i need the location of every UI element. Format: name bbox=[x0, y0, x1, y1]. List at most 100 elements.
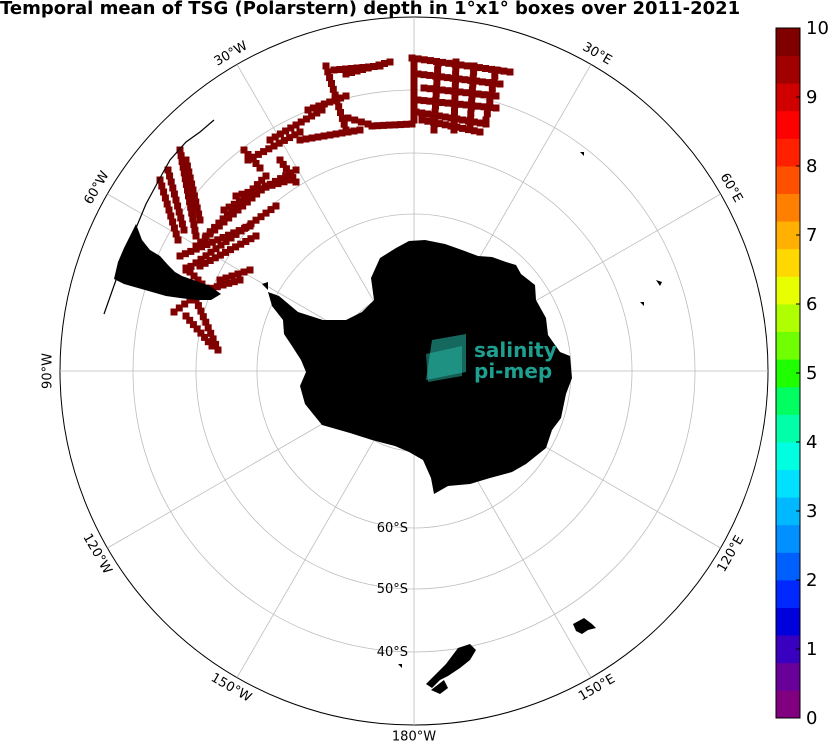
data-box bbox=[197, 307, 205, 315]
data-box bbox=[225, 203, 233, 211]
data-box bbox=[329, 85, 337, 93]
data-box bbox=[397, 121, 405, 129]
data-box bbox=[161, 194, 169, 202]
data-box bbox=[432, 90, 440, 98]
data-box bbox=[410, 75, 418, 83]
data-box bbox=[177, 214, 185, 222]
data-box bbox=[192, 232, 200, 240]
longitude-label: 180°W bbox=[392, 730, 436, 743]
data-box bbox=[186, 268, 194, 276]
data-box bbox=[186, 316, 194, 324]
data-box bbox=[266, 136, 274, 144]
colorbar-step bbox=[776, 469, 800, 498]
data-box bbox=[172, 196, 180, 204]
data-box bbox=[435, 112, 443, 120]
data-box bbox=[426, 97, 434, 105]
data-box bbox=[227, 246, 234, 254]
data-box bbox=[206, 257, 214, 264]
colorbar-step bbox=[776, 304, 800, 332]
colorbar-step bbox=[776, 414, 800, 443]
data-box bbox=[490, 79, 497, 86]
data-box bbox=[296, 128, 304, 136]
data-box bbox=[192, 259, 200, 267]
colorbar-step bbox=[776, 138, 800, 167]
data-box bbox=[212, 340, 220, 348]
data-box bbox=[188, 180, 196, 188]
data-box bbox=[410, 81, 418, 89]
data-box bbox=[420, 56, 428, 64]
data-box bbox=[257, 213, 265, 221]
colorbar-step bbox=[776, 607, 800, 636]
data-box bbox=[256, 164, 264, 172]
data-box bbox=[170, 190, 178, 198]
data-box bbox=[456, 88, 464, 96]
data-box bbox=[213, 283, 221, 291]
data-box bbox=[313, 109, 321, 117]
data-box bbox=[236, 276, 244, 284]
data-box bbox=[296, 136, 304, 144]
data-box bbox=[484, 79, 492, 87]
data-box bbox=[452, 77, 459, 84]
data-box bbox=[292, 121, 300, 129]
data-box bbox=[192, 245, 200, 253]
data-box bbox=[488, 85, 496, 93]
data-box bbox=[181, 175, 189, 183]
data-box bbox=[212, 245, 220, 253]
colorbar-tick-label: 3 bbox=[806, 501, 817, 522]
colorbar-tick-label: 10 bbox=[806, 18, 829, 39]
data-box bbox=[169, 218, 177, 226]
data-box bbox=[443, 74, 451, 82]
data-box bbox=[468, 98, 476, 106]
colorbar-step bbox=[776, 662, 800, 691]
data-box bbox=[496, 80, 504, 88]
data-box bbox=[469, 80, 477, 88]
data-box bbox=[487, 91, 495, 99]
data-box bbox=[439, 58, 447, 66]
data-box bbox=[368, 122, 376, 130]
data-box bbox=[468, 86, 476, 94]
data-box bbox=[246, 222, 254, 230]
data-box bbox=[342, 92, 350, 100]
data-box bbox=[410, 116, 418, 124]
data-box bbox=[359, 66, 366, 73]
data-box bbox=[198, 243, 205, 251]
data-box bbox=[188, 209, 196, 217]
data-box bbox=[297, 118, 305, 126]
data-box bbox=[181, 250, 189, 258]
data-box bbox=[320, 100, 328, 108]
data-box bbox=[182, 312, 190, 320]
data-box bbox=[286, 169, 294, 177]
data-box bbox=[474, 102, 482, 110]
data-box bbox=[194, 302, 202, 310]
data-box bbox=[381, 60, 388, 67]
data-box bbox=[169, 184, 177, 192]
data-box bbox=[202, 252, 210, 260]
data-box bbox=[287, 124, 295, 132]
data-box bbox=[420, 71, 428, 79]
data-box bbox=[328, 80, 335, 87]
data-box bbox=[478, 78, 486, 86]
data-box bbox=[459, 116, 467, 124]
data-box bbox=[324, 68, 332, 76]
data-box bbox=[207, 248, 215, 256]
data-box bbox=[420, 84, 428, 92]
data-box bbox=[356, 126, 364, 134]
data-box bbox=[282, 165, 290, 173]
colorbar-step bbox=[776, 552, 800, 581]
data-box bbox=[247, 235, 255, 243]
data-box bbox=[331, 91, 339, 99]
data-box bbox=[348, 69, 355, 76]
data-box bbox=[434, 66, 442, 74]
data-box bbox=[431, 108, 439, 116]
data-box bbox=[271, 133, 279, 141]
data-box bbox=[230, 278, 238, 286]
data-box bbox=[318, 106, 326, 114]
colorbar-tick-label: 1 bbox=[806, 639, 817, 660]
data-box bbox=[196, 216, 204, 224]
salinity-pi-mep-logo: salinity pi-mep bbox=[426, 334, 557, 383]
data-box bbox=[262, 209, 270, 217]
data-box bbox=[196, 262, 204, 270]
data-box bbox=[342, 65, 349, 73]
data-box bbox=[410, 87, 418, 95]
colorbar-step bbox=[776, 580, 800, 608]
